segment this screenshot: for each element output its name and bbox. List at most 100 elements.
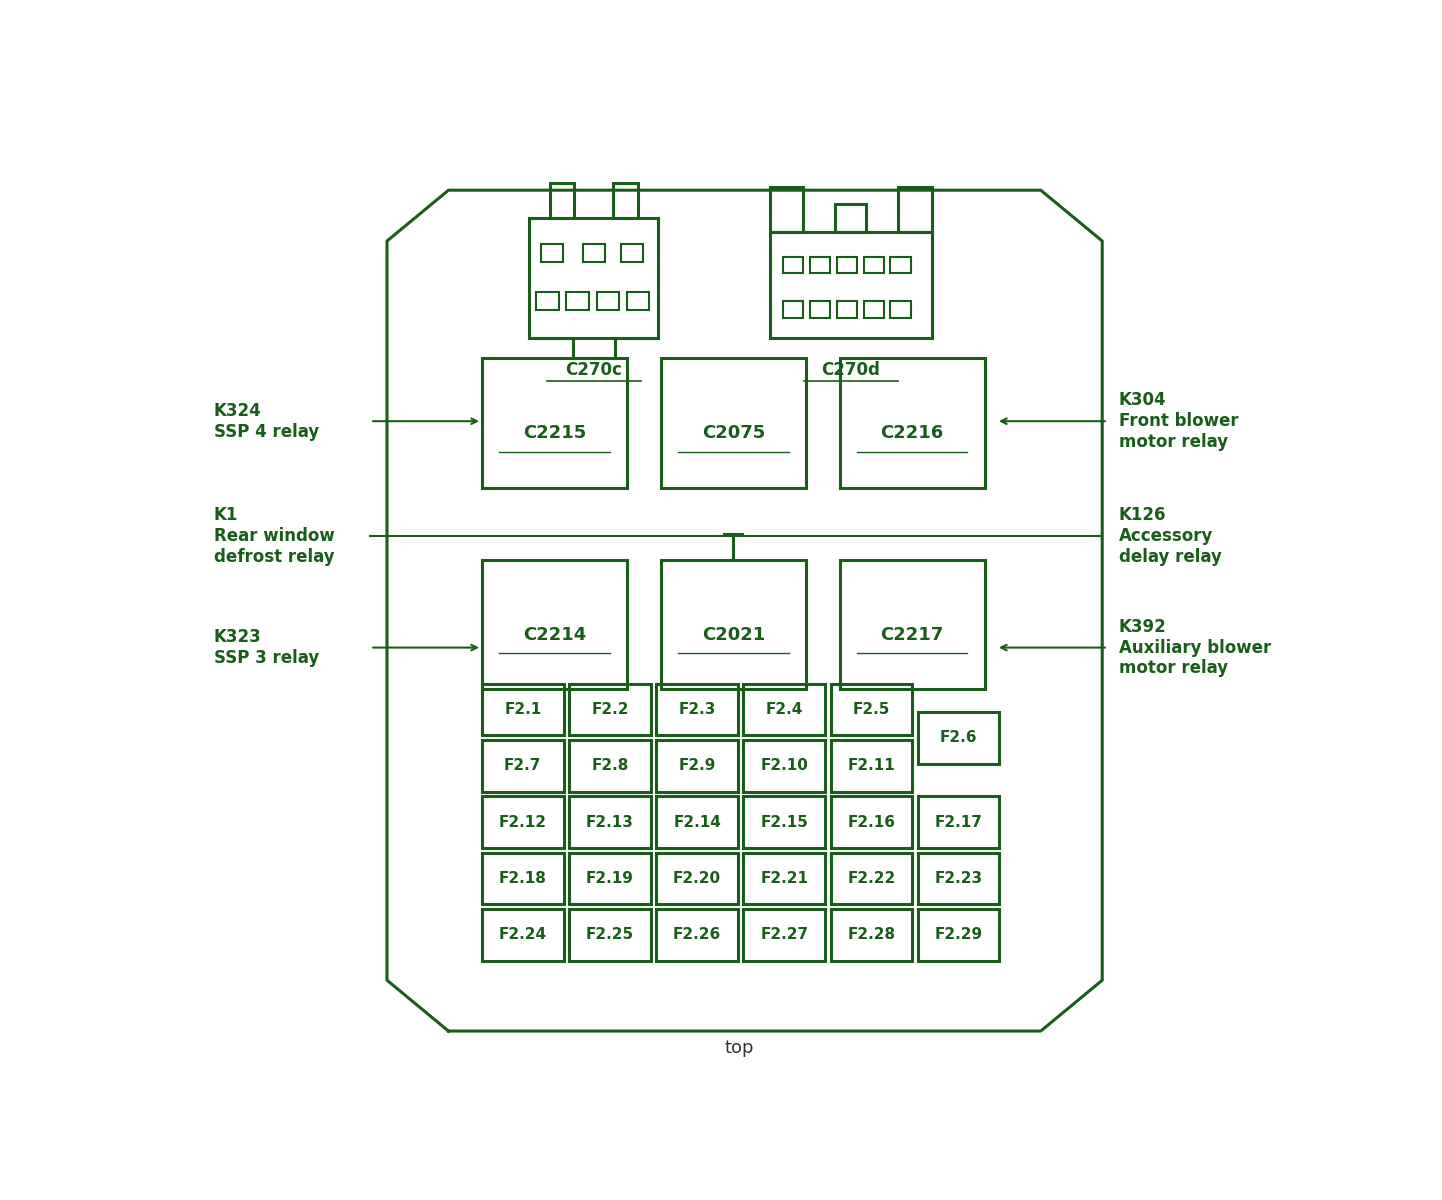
Text: F2.5: F2.5 bbox=[852, 702, 890, 716]
Bar bbox=[597, 292, 619, 311]
Bar bbox=[891, 257, 910, 274]
Text: F2.21: F2.21 bbox=[760, 871, 809, 886]
Text: F2.11: F2.11 bbox=[848, 758, 895, 773]
Text: F2.24: F2.24 bbox=[499, 928, 547, 942]
Text: F2.10: F2.10 bbox=[760, 758, 808, 773]
Bar bbox=[835, 204, 867, 232]
Bar bbox=[770, 232, 932, 338]
Text: F2.1: F2.1 bbox=[505, 702, 541, 716]
Text: F2.18: F2.18 bbox=[499, 871, 547, 886]
Text: K304
Front blower
motor relay: K304 Front blower motor relay bbox=[1119, 391, 1239, 451]
Bar bbox=[656, 797, 738, 848]
Bar bbox=[770, 187, 803, 232]
Bar bbox=[656, 910, 738, 961]
Bar bbox=[529, 218, 658, 338]
Bar bbox=[744, 740, 825, 792]
Bar bbox=[549, 182, 574, 218]
Bar bbox=[898, 187, 932, 232]
Text: F2.28: F2.28 bbox=[848, 928, 895, 942]
Bar bbox=[831, 910, 913, 961]
Text: C270d: C270d bbox=[822, 361, 880, 379]
Bar bbox=[839, 559, 985, 689]
Bar bbox=[660, 359, 806, 487]
Text: C2021: C2021 bbox=[702, 626, 766, 644]
Text: F2.9: F2.9 bbox=[678, 758, 715, 773]
Text: K1
Rear window
defrost relay: K1 Rear window defrost relay bbox=[213, 506, 335, 565]
Bar bbox=[831, 684, 913, 736]
Bar bbox=[744, 797, 825, 848]
Bar bbox=[831, 853, 913, 905]
Bar bbox=[831, 740, 913, 792]
Text: F2.3: F2.3 bbox=[678, 702, 715, 716]
Text: C2216: C2216 bbox=[881, 425, 945, 443]
Text: F2.15: F2.15 bbox=[760, 815, 808, 829]
Bar bbox=[839, 359, 985, 487]
Bar bbox=[864, 301, 884, 318]
Text: F2.25: F2.25 bbox=[585, 928, 634, 942]
Text: F2.26: F2.26 bbox=[673, 928, 721, 942]
Text: C2075: C2075 bbox=[702, 425, 766, 443]
Text: F2.17: F2.17 bbox=[934, 815, 982, 829]
Bar bbox=[783, 257, 803, 274]
Text: K126
Accessory
delay relay: K126 Accessory delay relay bbox=[1119, 506, 1221, 565]
Text: F2.22: F2.22 bbox=[848, 871, 895, 886]
Text: F2.2: F2.2 bbox=[591, 702, 629, 716]
Text: K324
SSP 4 relay: K324 SSP 4 relay bbox=[213, 402, 319, 440]
Bar bbox=[541, 244, 562, 263]
Text: F2.23: F2.23 bbox=[934, 871, 982, 886]
Bar bbox=[660, 559, 806, 689]
Bar bbox=[482, 684, 564, 736]
Bar bbox=[810, 301, 831, 318]
Bar bbox=[783, 301, 803, 318]
Text: F2.7: F2.7 bbox=[505, 758, 541, 773]
Bar bbox=[864, 257, 884, 274]
Text: K392
Auxiliary blower
motor relay: K392 Auxiliary blower motor relay bbox=[1119, 618, 1272, 677]
Text: K323
SSP 3 relay: K323 SSP 3 relay bbox=[213, 628, 319, 667]
Bar bbox=[917, 853, 999, 905]
Bar bbox=[744, 684, 825, 736]
Text: F2.13: F2.13 bbox=[585, 815, 634, 829]
Text: F2.12: F2.12 bbox=[499, 815, 547, 829]
Text: top: top bbox=[724, 1039, 754, 1057]
Text: F2.14: F2.14 bbox=[673, 815, 721, 829]
Bar bbox=[583, 244, 606, 263]
Text: F2.4: F2.4 bbox=[766, 702, 803, 716]
Bar bbox=[482, 359, 627, 487]
Bar bbox=[810, 257, 831, 274]
Bar bbox=[567, 292, 588, 311]
Bar bbox=[570, 910, 650, 961]
Bar bbox=[627, 292, 649, 311]
Bar bbox=[482, 797, 564, 848]
Bar bbox=[570, 797, 650, 848]
Text: F2.29: F2.29 bbox=[934, 928, 982, 942]
Text: F2.20: F2.20 bbox=[673, 871, 721, 886]
Bar bbox=[482, 559, 627, 689]
Bar bbox=[613, 182, 637, 218]
Text: F2.16: F2.16 bbox=[848, 815, 895, 829]
Bar bbox=[656, 740, 738, 792]
Bar bbox=[570, 740, 650, 792]
Text: C2215: C2215 bbox=[523, 425, 587, 443]
Text: F2.19: F2.19 bbox=[585, 871, 634, 886]
Bar bbox=[744, 853, 825, 905]
Text: C270c: C270c bbox=[565, 361, 622, 379]
Bar bbox=[570, 684, 650, 736]
Bar bbox=[917, 910, 999, 961]
Bar bbox=[656, 853, 738, 905]
Bar bbox=[482, 853, 564, 905]
Bar bbox=[836, 257, 857, 274]
Bar bbox=[891, 301, 910, 318]
Bar bbox=[536, 292, 558, 311]
Bar bbox=[570, 853, 650, 905]
Bar bbox=[482, 910, 564, 961]
Text: F2.6: F2.6 bbox=[940, 730, 978, 745]
Text: C2217: C2217 bbox=[881, 626, 945, 644]
Bar bbox=[836, 301, 857, 318]
Text: C2214: C2214 bbox=[523, 626, 587, 644]
Bar bbox=[917, 797, 999, 848]
Bar bbox=[917, 712, 999, 763]
Bar bbox=[656, 684, 738, 736]
Text: F2.8: F2.8 bbox=[591, 758, 629, 773]
Bar bbox=[744, 910, 825, 961]
Bar bbox=[831, 797, 913, 848]
